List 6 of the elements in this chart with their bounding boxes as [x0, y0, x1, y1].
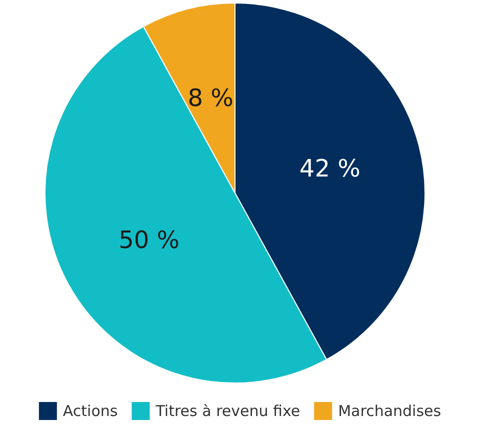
- legend-label: Actions: [62, 402, 118, 420]
- data-label: 8 %: [188, 84, 234, 112]
- data-label: 42 %: [299, 154, 360, 183]
- legend-label: Marchandises: [338, 402, 442, 420]
- legend-label: Titres à revenu fixe: [154, 402, 300, 420]
- data-label: 50 %: [118, 226, 180, 254]
